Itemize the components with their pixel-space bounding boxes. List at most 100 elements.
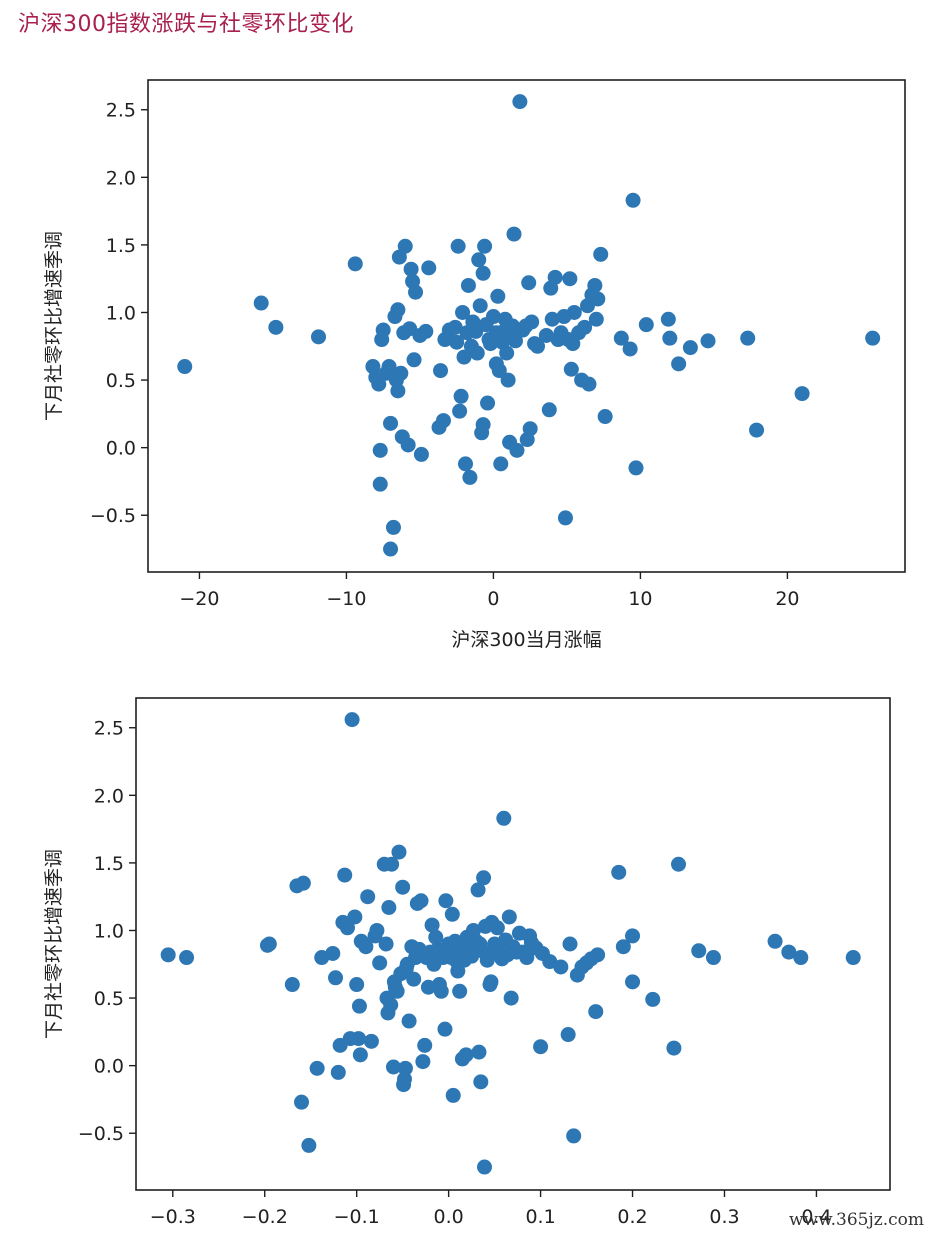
data-point [560,1027,576,1043]
scatter-chart-index-return: −20 −10 0 10 20 −0.5 0.0 0.5 1.0 1.5 2.0 2.5 沪深300当月… [43,79,906,651]
data-point [496,810,512,826]
data-point [433,363,449,379]
data-point [767,933,783,949]
data-point [615,939,631,955]
x-tick-label: 0.1 [525,1206,555,1228]
data-point [428,929,444,945]
data-point [393,365,409,381]
data-point [544,311,560,327]
y-tick-label: 0.5 [94,988,124,1010]
data-point [413,446,429,462]
y-axis-title: 下月社零环比增速季调 [43,849,65,1039]
y-tick-label: 0.0 [106,438,136,460]
data-point [351,1031,367,1047]
data-point [445,1087,461,1103]
data-point [524,314,540,330]
x-tick-label: 0.0 [434,1206,464,1228]
data-point [397,238,413,254]
data-point [401,1013,417,1029]
x-tick-label: −0.3 [150,1206,196,1228]
data-point [563,361,579,377]
data-point [460,277,476,293]
y-tick-label: 2.5 [106,100,136,122]
data-point [261,936,277,952]
data-point [444,906,460,922]
data-point [472,298,488,314]
data-point [344,712,360,728]
data-point [590,291,606,307]
data-point [470,882,486,898]
data-point [662,330,678,346]
y-tick-label: 0.5 [106,370,136,392]
data-point [538,327,554,343]
y-tick-label: 1.0 [94,920,124,942]
data-point [625,974,641,990]
data-point [530,338,546,354]
data-point [369,922,385,938]
data-point [415,1054,431,1070]
data-point [475,417,491,433]
data-point [383,997,399,1013]
data-point [541,402,557,418]
data-point [179,950,195,966]
data-point [383,415,399,431]
data-point [433,983,449,999]
data-point [457,456,473,472]
data-point [480,395,496,411]
y-tick-label: 0.0 [94,1056,124,1078]
data-point [406,352,422,368]
data-point [390,302,406,318]
data-point [403,261,419,277]
y-tick-label: 2.0 [94,785,124,807]
y-tick-label: −0.5 [78,1123,124,1145]
y-axis-title: 下月社零环比增速季调 [43,231,65,421]
data-point [452,983,468,999]
data-point [417,1037,433,1053]
data-point [268,319,284,335]
data-point [493,456,509,472]
data-point [509,442,525,458]
data-point [328,970,344,986]
data-point [390,383,406,399]
data-point [682,340,698,356]
data-point [666,1040,682,1056]
data-point [506,226,522,242]
x-tick-label: 0.3 [709,1206,739,1228]
plot-frame [135,697,891,1191]
data-point [469,345,485,361]
data-point [793,950,809,966]
data-point [473,1074,489,1090]
data-point [503,990,519,1006]
data-point [628,460,644,476]
x-tick-label: −20 [179,588,219,610]
data-point [588,311,604,327]
data-point [413,893,429,909]
x-tick-label: −0.2 [242,1206,288,1228]
data-point [705,950,721,966]
data-point [566,304,582,320]
data-point [476,1159,492,1175]
data-point [588,1004,604,1020]
data-point [381,900,397,916]
x-tick-label: 0 [487,588,499,610]
data-point [512,94,528,110]
data-point [581,376,597,392]
data-point [452,403,468,419]
data-point [253,295,269,311]
data-point [378,936,394,952]
data-point [471,1044,487,1060]
data-point [499,345,515,361]
data-point [507,333,523,349]
x-axis-title: 沪深300当月涨幅 [451,629,601,651]
data-point [740,330,756,346]
data-point [671,856,687,872]
x-tick-label: −0.1 [334,1206,380,1228]
data-point [490,288,506,304]
data-point [865,330,881,346]
data-point [437,1021,453,1037]
data-point [360,889,376,905]
data-point [453,388,469,404]
data-point [389,983,405,999]
y-tick-label: 2.0 [106,167,136,189]
data-point [625,192,641,208]
